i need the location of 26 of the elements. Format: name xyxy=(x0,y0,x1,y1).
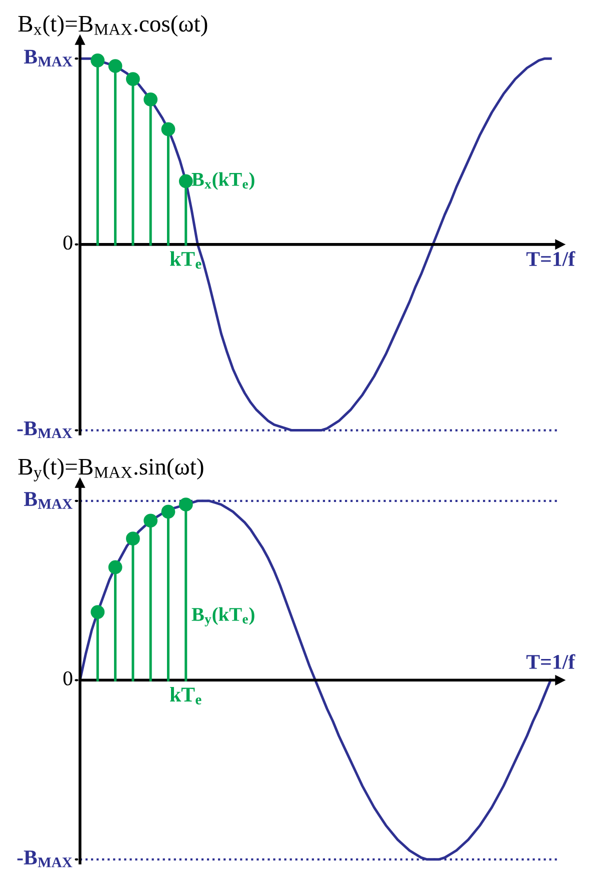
chart-title: B$_{y}$(t)=B$_{MAX}$.sin(ωt) xyxy=(18,458,204,482)
text: 0 xyxy=(63,671,72,686)
text: 0 xyxy=(63,236,72,250)
text: -B$_{MAX}$ xyxy=(17,422,72,438)
point xyxy=(126,72,140,86)
point xyxy=(178,498,193,512)
point xyxy=(108,59,122,73)
series-label: B$_{x}$(kT$_{e}$) xyxy=(192,172,254,190)
point xyxy=(144,514,158,528)
point xyxy=(161,504,176,519)
x-tick-label: kT$_{e}$ xyxy=(170,251,202,269)
point xyxy=(126,532,140,546)
point xyxy=(90,54,105,68)
text: B$_{MAX}$ xyxy=(24,50,72,66)
text: B$_{MAX}$ xyxy=(24,492,72,509)
point xyxy=(178,174,193,188)
point xyxy=(161,122,176,136)
point xyxy=(144,92,158,106)
x-tick-label: kT$_{e}$ xyxy=(170,686,202,704)
text: -B$_{MAX}$ xyxy=(17,850,72,868)
point xyxy=(108,560,122,574)
chart-title: B$_{x}$(t)=B$_{MAX}$.cos(ωt) xyxy=(18,15,208,37)
text: B$_{y}$(kT$_{e}$) xyxy=(192,607,254,626)
x-tick-label: T=1/f xyxy=(526,654,576,669)
point xyxy=(90,605,105,619)
x-tick-label: T=1/f xyxy=(526,251,576,266)
